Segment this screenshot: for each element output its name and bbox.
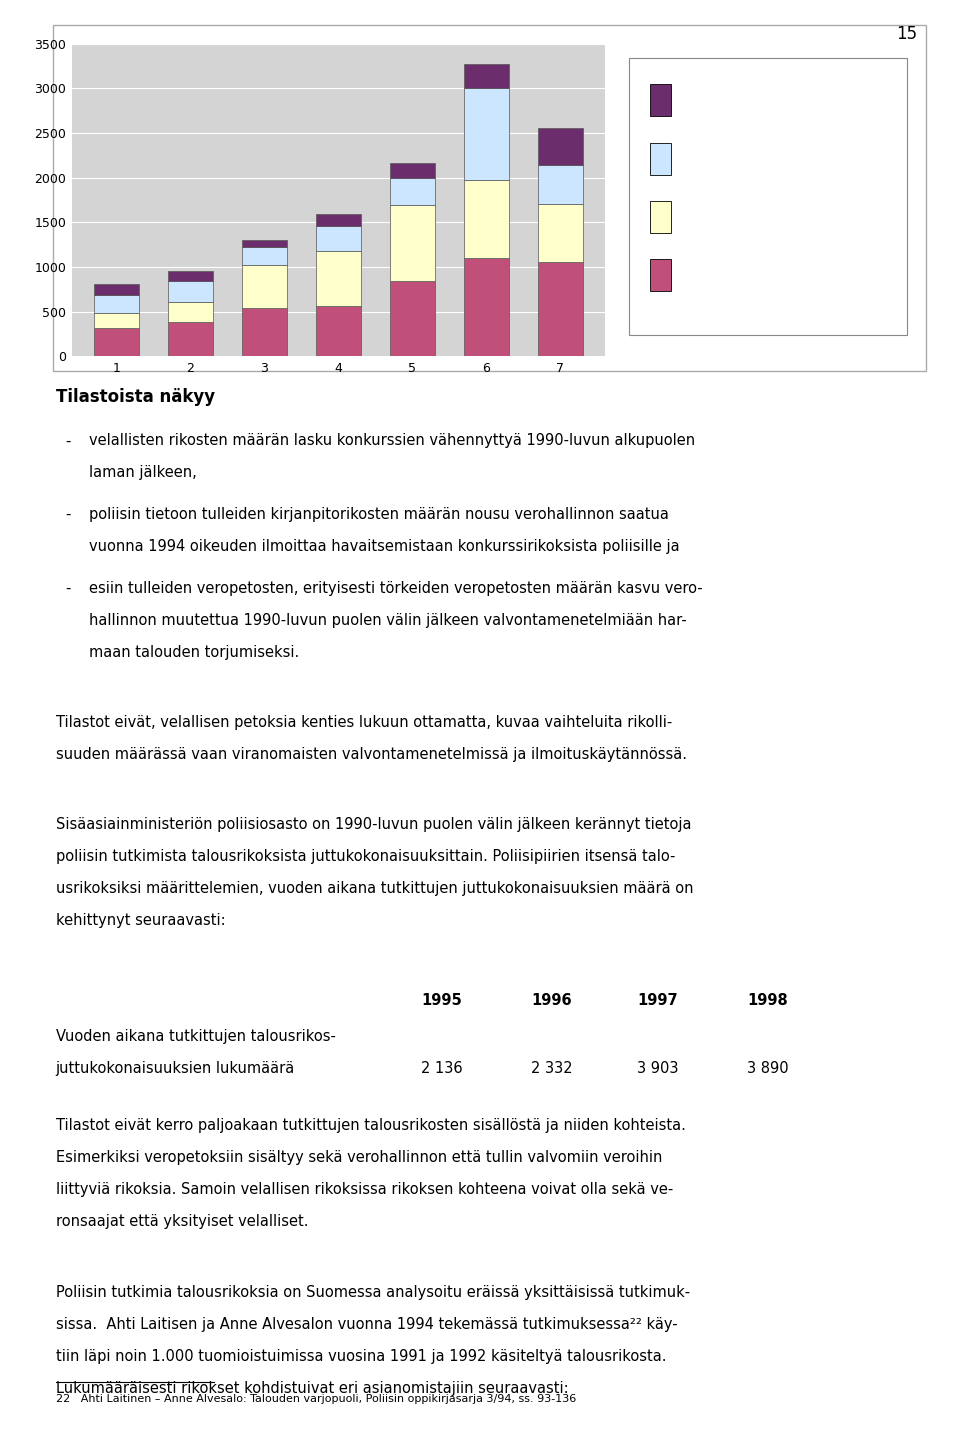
Text: Tilastot eivät, velallisen petoksia kenties lukuun ottamatta, kuvaa vaihteluita : Tilastot eivät, velallisen petoksia kent… [56, 714, 672, 730]
Text: Velallisen rikos: Velallisen rikos [686, 211, 779, 223]
Bar [465, 89, 509, 179]
Bar [242, 265, 287, 308]
Text: esiin tulleiden veropetosten, erityisesti törkeiden veropetosten määrän kasvu ve: esiin tulleiden veropetosten, erityisest… [89, 581, 703, 595]
Bar [242, 240, 287, 247]
Bar [94, 313, 138, 327]
Bar [539, 262, 583, 356]
Text: poliisin tutkimista talousrikoksista juttukokonaisuuksittain. Poliisipiirien its: poliisin tutkimista talousrikoksista jut… [56, 850, 675, 864]
Bar [390, 163, 435, 178]
Text: 2 332: 2 332 [531, 1061, 573, 1075]
Text: Lukumääräisesti rikokset kohdistuivat eri asianomistajiin seuraavasti:: Lukumääräisesti rikokset kohdistuivat er… [56, 1381, 568, 1395]
Text: 3 903: 3 903 [636, 1061, 679, 1075]
Bar [168, 271, 212, 281]
Bar [539, 128, 583, 166]
Text: Poliisin tutkimia talousrikoksia on Suomessa analysoitu eräissä yksittäisissä tu: Poliisin tutkimia talousrikoksia on Suom… [56, 1285, 690, 1299]
Text: -: - [65, 506, 71, 522]
Bar [94, 284, 138, 295]
Text: Vuoden aikana tutkittujen talousrikos-: Vuoden aikana tutkittujen talousrikos- [56, 1029, 336, 1043]
Text: kehittynyt seuraavasti:: kehittynyt seuraavasti: [56, 914, 226, 928]
Bar [465, 64, 509, 89]
Text: 1997: 1997 [637, 994, 678, 1008]
Text: Sisäasiainministeriön poliisiosasto on 1990-luvun puolen välin jälkeen kerännyt : Sisäasiainministeriön poliisiosasto on 1… [56, 818, 691, 832]
Text: Tilastot eivät kerro paljoakaan tutkittujen talousrikosten sisällöstä ja niiden : Tilastot eivät kerro paljoakaan tutkittu… [56, 1119, 685, 1133]
Bar [316, 307, 361, 356]
Text: suuden määrässä vaan viranomaisten valvontamenetelmissä ja ilmoituskäytännössä.: suuden määrässä vaan viranomaisten valvo… [56, 746, 686, 762]
Text: Lievä veropetos: Lievä veropetos [686, 153, 786, 164]
Bar [316, 214, 361, 226]
Text: velallisten rikosten määrän lasku konkurssien vähennyttyä 1990-luvun alkupuolen: velallisten rikosten määrän lasku konkur… [89, 434, 695, 448]
Bar [242, 308, 287, 356]
Text: 2 136: 2 136 [420, 1061, 463, 1075]
Text: liittyviä rikoksia. Samoin velallisen rikoksissa rikoksen kohteena voivat olla s: liittyviä rikoksia. Samoin velallisen ri… [56, 1183, 673, 1197]
Bar [390, 205, 435, 281]
Bar [390, 178, 435, 205]
Text: laman jälkeen,: laman jälkeen, [89, 466, 197, 480]
Bar [242, 247, 287, 265]
Bar [390, 281, 435, 356]
Text: Kirjanpitorikos: Kirjanpitorikos [686, 269, 776, 281]
Text: 22   Ahti Laitinen – Anne Alvesalo: Talouden varjopuoli, Poliisin oppikirjasarja: 22 Ahti Laitinen – Anne Alvesalo: Taloud… [56, 1394, 576, 1404]
Text: ronsaajat että yksityiset velalliset.: ronsaajat että yksityiset velalliset. [56, 1215, 308, 1229]
Bar [94, 327, 138, 356]
Bar [316, 226, 361, 252]
Bar [168, 322, 212, 356]
Bar [168, 281, 212, 303]
Bar [316, 252, 361, 307]
Text: 1995: 1995 [421, 994, 462, 1008]
Bar [539, 204, 583, 262]
Bar [168, 303, 212, 322]
Bar [465, 258, 509, 356]
Text: sissa.  Ahti Laitisen ja Anne Alvesalon vuonna 1994 tekemässä tutkimuksessa²² kä: sissa. Ahti Laitisen ja Anne Alvesalon v… [56, 1317, 678, 1331]
Text: 15: 15 [896, 25, 917, 42]
Text: hallinnon muutettua 1990-luvun puolen välin jälkeen valvontamenetelmiään har-: hallinnon muutettua 1990-luvun puolen vä… [89, 613, 687, 627]
Text: -: - [65, 581, 71, 595]
Text: juttukokonaisuuksien lukumäärä: juttukokonaisuuksien lukumäärä [56, 1061, 295, 1075]
Text: poliisin tietoon tulleiden kirjanpitorikosten määrän nousu verohallinnon saatua: poliisin tietoon tulleiden kirjanpitorik… [89, 506, 669, 522]
Text: Esimerkiksi veropetoksiin sisältyy sekä verohallinnon että tullin valvomiin vero: Esimerkiksi veropetoksiin sisältyy sekä … [56, 1151, 662, 1165]
Bar [465, 179, 509, 258]
Text: Tilastoista näkyy: Tilastoista näkyy [56, 388, 215, 406]
Text: Törkeä veropetos: Törkeä veropetos [686, 95, 794, 106]
Text: -: - [65, 434, 71, 448]
Text: maan talouden torjumiseksi.: maan talouden torjumiseksi. [89, 645, 300, 659]
Text: 1996: 1996 [532, 994, 572, 1008]
Text: vuonna 1994 oikeuden ilmoittaa havaitsemistaan konkurssirikoksista poliisille ja: vuonna 1994 oikeuden ilmoittaa havaitsem… [89, 538, 680, 554]
Text: tiin läpi noin 1.000 tuomioistuimissa vuosina 1991 ja 1992 käsiteltyä talousriko: tiin läpi noin 1.000 tuomioistuimissa vu… [56, 1349, 666, 1363]
Text: 1998: 1998 [748, 994, 788, 1008]
Bar [94, 295, 138, 313]
Text: usrikoksiksi määrittelemien, vuoden aikana tutkittujen juttukokonaisuuksien määr: usrikoksiksi määrittelemien, vuoden aika… [56, 882, 693, 896]
Bar [539, 166, 583, 204]
Text: 3 890: 3 890 [747, 1061, 789, 1075]
